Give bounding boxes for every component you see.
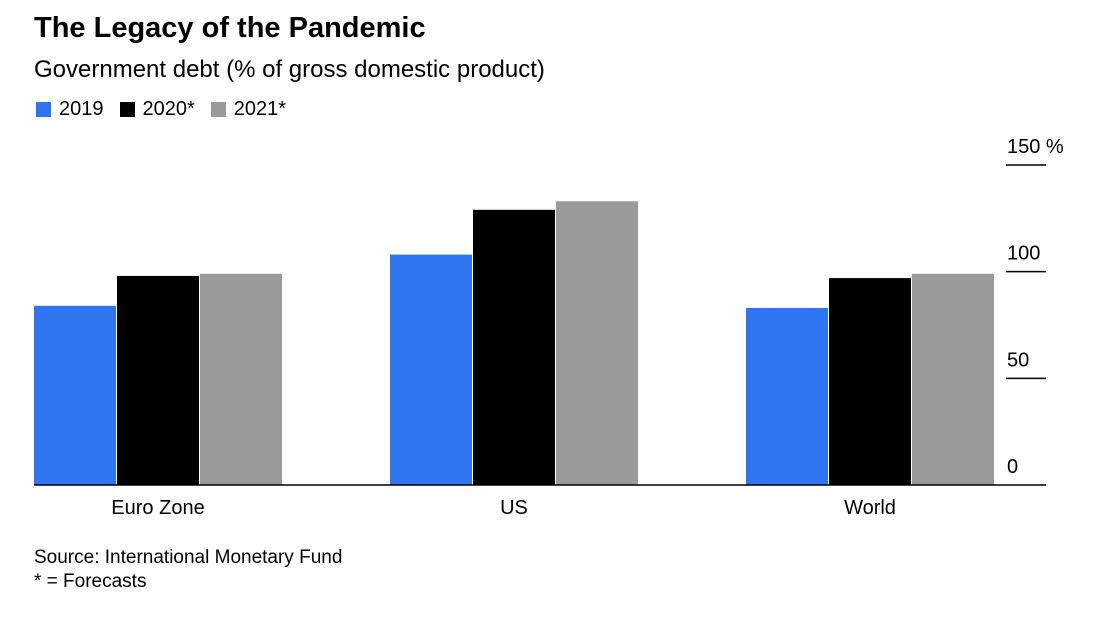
legend: 2019 2020* 2021* [36, 98, 302, 121]
chart-subtitle: Government debt (% of gross domestic pro… [34, 56, 545, 83]
bar-2020-euro-zone [117, 275, 199, 485]
legend-item-2021: 2021* [210, 98, 287, 121]
bar-2019-world [746, 307, 828, 485]
y-tick-label: 50 [1007, 349, 1029, 371]
legend-label-2021: 2021* [233, 98, 287, 120]
bar-2020-world [829, 278, 911, 485]
bar-2019-euro-zone [34, 305, 116, 485]
legend-label-2020: 2020* [142, 98, 195, 120]
forecast-note: * = Forecasts [34, 571, 147, 592]
legend-item-2019: 2019 [36, 98, 104, 121]
source-text: Source: International Monetary Fund [34, 547, 343, 568]
x-tick-label: Euro Zone [111, 497, 204, 519]
bar-2020-us [473, 209, 555, 486]
legend-label-2019: 2019 [59, 98, 104, 120]
bar-2021-euro-zone [200, 273, 282, 485]
legend-swatch-2020 [119, 102, 135, 117]
source-note: Source: International Monetary Fund * = … [34, 546, 342, 594]
x-tick-label: US [500, 497, 528, 519]
legend-swatch-2021 [210, 102, 226, 117]
bar-2019-us [390, 254, 472, 485]
y-tick-label: 100 [1007, 243, 1040, 265]
legend-item-2020: 2020* [119, 98, 195, 121]
bar-2021-world [912, 273, 994, 485]
chart-title: The Legacy of the Pandemic [34, 12, 426, 44]
bar-2021-us [556, 201, 638, 485]
x-tick-label: World [844, 497, 896, 519]
legend-swatch-2019 [36, 102, 51, 117]
y-tick-label: 150 % [1007, 136, 1064, 158]
y-tick-label: 0 [1007, 456, 1018, 478]
